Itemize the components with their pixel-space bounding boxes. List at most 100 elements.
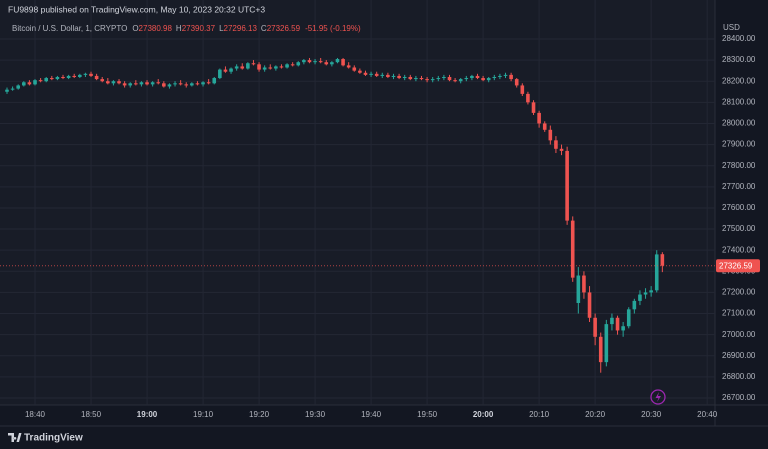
candle-body [643, 292, 648, 295]
candle-body [302, 60, 306, 63]
candle-body [503, 74, 508, 76]
plot-area [0, 0, 715, 405]
candle-body [206, 82, 211, 84]
candle-body [240, 66, 245, 69]
y-tick-label: 28100.00 [722, 97, 756, 106]
candle-body [621, 326, 625, 331]
candle-body [509, 74, 513, 80]
candle-body [626, 309, 631, 327]
candle-body [598, 336, 603, 363]
candle-body [150, 82, 155, 85]
candle-body [492, 76, 497, 79]
ohlc-value: 27390.37 [182, 24, 216, 33]
ohlc-prefix: L [219, 24, 224, 33]
candle-body [5, 89, 9, 92]
candle-body [649, 290, 653, 293]
candle-body [285, 64, 289, 68]
candle-body [537, 112, 541, 124]
candle-body [610, 317, 614, 325]
y-tick-label: 27500.00 [722, 224, 756, 233]
x-tick-label: 18:40 [25, 410, 46, 419]
candle-body [257, 64, 261, 70]
candle-body [117, 81, 121, 84]
candle-body [330, 62, 334, 65]
candle-body [397, 75, 401, 79]
candle-body [570, 220, 575, 278]
candle-body [380, 74, 385, 76]
candle-body [274, 66, 278, 69]
candle-body [27, 82, 32, 85]
candle-body [363, 72, 368, 75]
candle-body [38, 80, 43, 82]
candle-body [229, 68, 233, 72]
candle-body [50, 78, 54, 80]
candle-body [554, 140, 558, 149]
x-tick-label: 20:30 [641, 410, 662, 419]
candle-body [66, 75, 71, 79]
candle-body [442, 76, 446, 79]
candle-body [44, 78, 49, 82]
candle-body [156, 82, 161, 84]
ohlc-prefix: H [176, 24, 182, 33]
candle-body [352, 67, 357, 71]
y-tick-label: 27700.00 [722, 182, 756, 191]
candle-body [430, 79, 435, 81]
y-tick-label: 28300.00 [722, 55, 756, 64]
x-tick-label: 19:50 [417, 410, 438, 419]
y-tick-label: 26900.00 [722, 351, 756, 360]
candle-body [408, 76, 413, 80]
candle-body [100, 79, 105, 82]
candle-body [419, 78, 424, 80]
candle-body [296, 62, 301, 66]
candle-body [346, 65, 351, 68]
candle-body [593, 317, 597, 337]
candle-body [654, 254, 659, 291]
candle-body [178, 83, 183, 85]
candle-body [447, 76, 452, 81]
candle-body [184, 84, 189, 86]
candle-body [22, 82, 26, 86]
candle-body [374, 73, 379, 76]
candle-body [369, 73, 373, 75]
candle-body [218, 69, 222, 79]
candle-body [526, 93, 530, 103]
candle-body [559, 148, 564, 151]
y-tick-label: 27000.00 [722, 330, 756, 339]
candle-body [128, 83, 133, 86]
candle-body [89, 73, 93, 76]
candle-body [358, 70, 362, 73]
currency: USD [723, 23, 740, 32]
alert-icon[interactable] [650, 389, 666, 405]
x-tick-label: 19:30 [305, 410, 326, 419]
candle-body [307, 60, 312, 63]
candle-body [324, 62, 329, 65]
candle-body [195, 83, 200, 85]
candle-body [234, 66, 239, 69]
candle-body [436, 78, 441, 80]
y-tick-label: 27100.00 [722, 309, 756, 318]
alert-bolt [655, 392, 661, 402]
candle-body [548, 129, 553, 141]
x-tick-label: 18:50 [81, 410, 102, 419]
candle-body [190, 83, 194, 86]
brand-logo [8, 433, 22, 442]
candle-body [604, 324, 609, 363]
ohlc-prefix: O [132, 24, 138, 33]
candle-body [542, 123, 547, 130]
y-tick-label: 26700.00 [722, 393, 756, 402]
published-note: FU9898 published on TradingView.com, May… [8, 4, 265, 14]
candle-body [632, 300, 637, 310]
candle-body [122, 83, 127, 86]
candle-body [520, 85, 525, 94]
candle-body [246, 63, 250, 69]
candle-body [162, 83, 166, 87]
ohlc-value: 27380.98 [139, 24, 173, 33]
candle-body [55, 76, 60, 80]
candle-body [134, 83, 138, 85]
candle-body [83, 73, 88, 75]
candle-body [61, 76, 65, 79]
candle-body [145, 82, 149, 85]
candle-body [531, 102, 536, 113]
x-tick-label: 20:00 [473, 410, 494, 419]
